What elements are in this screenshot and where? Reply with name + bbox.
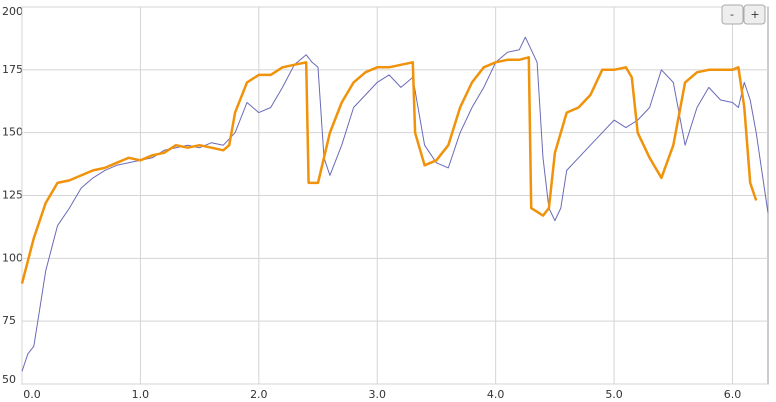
data-line	[20, 56, 758, 284]
zoom-controls: - +	[721, 4, 766, 25]
zoom-out-button[interactable]	[721, 4, 744, 25]
zoom-in-label[interactable]: +	[750, 8, 759, 21]
x-tick-label: 0.0	[23, 388, 41, 401]
x-tick-label: 5.0	[605, 388, 623, 401]
y-tick-label: 125	[2, 189, 23, 202]
y-tick-label: 150	[2, 126, 23, 139]
y-tick-label: 175	[2, 63, 23, 76]
x-tick-label: 4.0	[487, 388, 505, 401]
zoom-in-button[interactable]	[743, 4, 766, 25]
x-tick-label: 3.0	[368, 388, 386, 401]
y-tick-label: 100	[2, 251, 23, 264]
x-tick-label: 1.0	[132, 388, 150, 401]
y-tick-label: 200	[2, 5, 23, 18]
x-tick-label: 6.0	[724, 388, 742, 401]
y-tick-label: 75	[2, 314, 16, 327]
y-tick-label: 50	[2, 373, 16, 386]
zoom-out-label[interactable]: -	[730, 8, 734, 21]
x-tick-label: 2.0	[250, 388, 268, 401]
